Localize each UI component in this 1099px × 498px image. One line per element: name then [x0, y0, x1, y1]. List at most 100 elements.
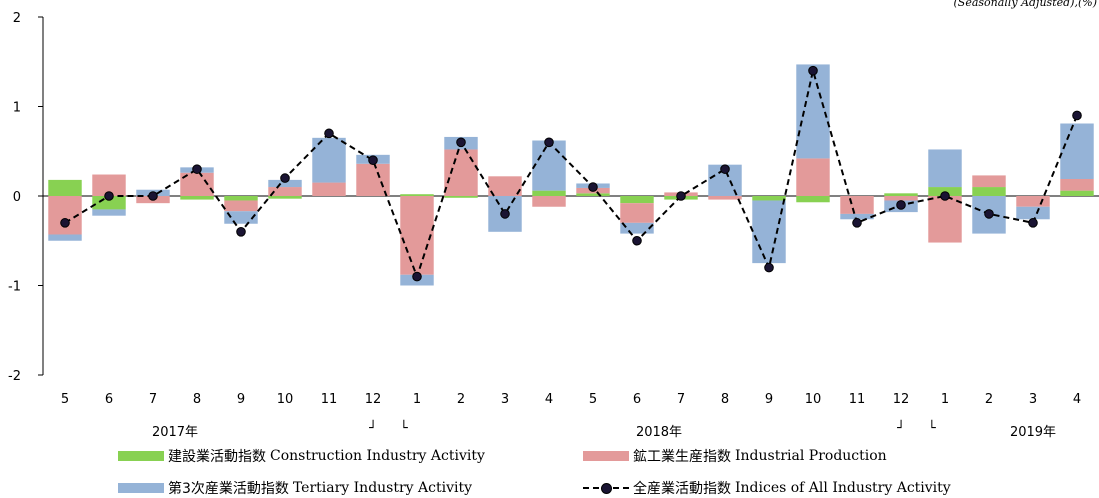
line-point-4 — [236, 227, 246, 237]
bar-series-0-9 — [444, 196, 478, 198]
x-tick-label: 4 — [1073, 392, 1081, 407]
line-point-22 — [1028, 218, 1038, 228]
bar-series-2-17 — [796, 64, 830, 159]
line-point-12 — [588, 182, 598, 192]
x-tick-label: 1 — [941, 392, 949, 407]
legend-label-jp: 建設業活動指数 — [168, 449, 266, 465]
x-tick-label: 7 — [677, 392, 685, 407]
x-tick-label: 4 — [545, 392, 553, 407]
year-label-2: 2019年 — [1010, 425, 1056, 440]
line-point-17 — [808, 65, 818, 76]
bar-series-1-13 — [620, 203, 654, 223]
x-tick-label: 5 — [589, 392, 597, 407]
bar-series-2-6 — [312, 137, 346, 183]
bar-series-2-20 — [928, 149, 962, 188]
year-bracket-0: ┘ — [368, 419, 377, 436]
x-tick-label: 7 — [149, 392, 157, 407]
bar-series-1-18 — [840, 196, 874, 214]
bar-series-1-17 — [796, 158, 830, 196]
legend-item-industrial: 鉱工業生産指数 Industrial Production — [583, 446, 887, 466]
bar-series-0-3 — [180, 196, 214, 200]
line-point-21 — [984, 209, 994, 219]
bar-series-0-5 — [268, 196, 302, 199]
bar-series-2-0 — [48, 234, 82, 241]
bar-series-0-23 — [1060, 190, 1094, 196]
year-label-0: 2017年 — [152, 425, 198, 440]
legend-label-jp: 第3次産業活動指数 — [168, 481, 289, 497]
legend-label-en: Tertiary Industry Activity — [292, 480, 473, 496]
x-tick-label: 2 — [985, 392, 993, 407]
bar-series-0-8 — [400, 194, 434, 196]
x-tick-label: 5 — [61, 392, 69, 407]
x-tick-label: 12 — [893, 392, 910, 407]
line-point-5 — [280, 173, 290, 183]
x-tick-label: 11 — [321, 392, 338, 407]
line-point-9 — [456, 137, 466, 148]
line-point-15 — [720, 164, 730, 174]
bar-series-1-15 — [708, 196, 742, 200]
legend-label-en: Construction Industry Activity — [270, 448, 485, 464]
line-point-3 — [192, 164, 202, 174]
bar-series-1-11 — [532, 196, 566, 207]
bar-series-0-21 — [972, 187, 1006, 196]
bar-series-1-10 — [488, 176, 522, 196]
x-tick-label: 10 — [277, 392, 294, 407]
bar-series-1-7 — [356, 163, 390, 196]
line-point-11 — [544, 137, 554, 148]
y-tick-label: -2 — [8, 369, 21, 384]
year-label-1: 2018年 — [636, 425, 682, 440]
bar-series-0-16 — [752, 196, 786, 201]
bar-series-1-9 — [444, 149, 478, 196]
bar-series-1-6 — [312, 182, 346, 196]
x-tick-label: 2 — [457, 392, 465, 407]
bar-series-0-12 — [576, 193, 610, 196]
line-point-23 — [1072, 110, 1082, 121]
year-bracket-3: └ — [928, 419, 936, 436]
x-tick-label: 12 — [365, 392, 382, 407]
bar-series-2-23 — [1060, 123, 1094, 179]
bar-series-2-1 — [92, 209, 126, 216]
x-tick-label: 8 — [721, 392, 729, 407]
line-point-13 — [632, 235, 642, 246]
x-tick-label: 3 — [1029, 392, 1037, 407]
line-point-0 — [60, 218, 70, 228]
x-tick-label: 10 — [805, 392, 822, 407]
legend-label-jp: 全産業活動指数 — [633, 481, 731, 497]
legend-label-jp: 鉱工業生産指数 — [633, 449, 731, 465]
bar-series-2-5 — [268, 179, 302, 188]
x-tick-label: 8 — [193, 392, 201, 407]
year-bracket-1: └ — [400, 419, 408, 436]
y-tick-label: 2 — [13, 11, 21, 26]
legend-swatch-all-industry — [583, 482, 629, 494]
bar-series-0-17 — [796, 196, 830, 203]
bar-series-2-13 — [620, 222, 654, 234]
legend-swatch-industrial — [583, 451, 629, 461]
bar-series-0-13 — [620, 196, 654, 204]
line-all-industry — [64, 70, 1078, 280]
legend-item-tertiary: 第3次産業活動指数 Tertiary Industry Activity — [118, 478, 472, 498]
y-tick-label: -1 — [8, 280, 21, 295]
legend-label-en: Industrial Production — [735, 448, 887, 464]
legend-item-all-industry: 全産業活動指数 Indices of All Industry Activity — [583, 478, 951, 498]
bar-series-0-19 — [884, 193, 918, 196]
bar-series-0-0 — [48, 179, 82, 196]
bar-series-0-11 — [532, 190, 566, 196]
x-tick-label: 6 — [633, 392, 641, 407]
bar-series-1-1 — [92, 174, 126, 196]
line-point-19 — [896, 200, 906, 210]
chart-note: (Seasonally Adjusted),(%) — [954, 0, 1097, 9]
line-point-14 — [676, 191, 686, 201]
bar-series-2-22 — [1016, 206, 1050, 220]
line-point-6 — [324, 128, 334, 139]
bar-series-0-1 — [92, 196, 126, 210]
year-bracket-2: ┘ — [896, 419, 905, 436]
x-tick-label: 6 — [105, 392, 113, 407]
x-tick-label: 9 — [237, 392, 245, 407]
legend-swatch-construction — [118, 451, 164, 461]
legend-item-construction: 建設業活動指数 Construction Industry Activity — [118, 446, 485, 466]
line-point-2 — [148, 191, 158, 201]
y-tick-label: 1 — [13, 101, 21, 116]
bar-series-1-21 — [972, 175, 1006, 188]
